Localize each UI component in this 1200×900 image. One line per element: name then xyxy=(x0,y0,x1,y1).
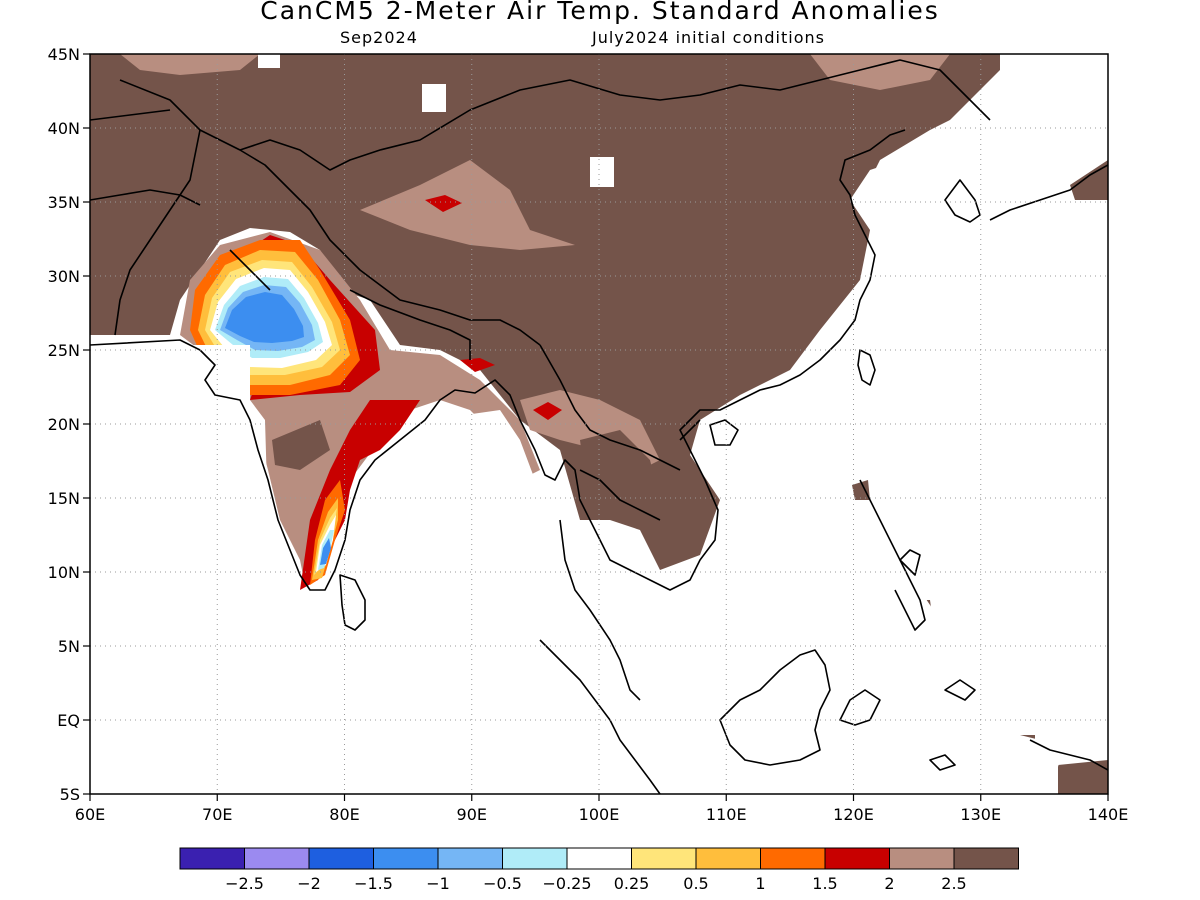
colorbar-label: −2 xyxy=(297,874,321,893)
colorbar-label: −0.5 xyxy=(483,874,522,893)
x-tick-label: 120E xyxy=(833,805,874,824)
y-tick-label: 5S xyxy=(60,785,80,804)
colorbar-label: 0.5 xyxy=(683,874,708,893)
colorbar-swatch xyxy=(437,847,503,870)
colorbar-label: 1.5 xyxy=(812,874,837,893)
colorbar-swatch xyxy=(179,847,245,870)
y-tick-label: 35N xyxy=(48,193,80,212)
colorbar-label: −0.25 xyxy=(542,874,591,893)
colorbar-swatch xyxy=(308,847,374,870)
colorbar-label: 2 xyxy=(884,874,894,893)
y-tick-label: 25N xyxy=(48,341,80,360)
colorbar-swatch xyxy=(760,847,826,870)
colorbar: −2.5 −2 −1.5 −1 −0.5 −0.25 0.25 0.5 1 1.5 2 2.5 xyxy=(179,847,1019,893)
colorbar-swatch xyxy=(502,847,568,870)
y-tick-label: 40N xyxy=(48,119,80,138)
colorbar-swatch xyxy=(631,847,697,870)
forecast-month: Sep2024 xyxy=(340,28,418,47)
colorbar-swatch xyxy=(824,847,890,870)
y-tick-label: EQ xyxy=(57,711,80,730)
x-tick-label: 60E xyxy=(75,805,105,824)
x-tick-labels: 60E 70E 80E 90E 100E 110E 120E 130E 140E xyxy=(75,805,1129,824)
colorbar-swatch xyxy=(953,847,1019,870)
y-tick-label: 20N xyxy=(48,415,80,434)
x-tick-label: 130E xyxy=(960,805,1001,824)
x-tick-label: 140E xyxy=(1088,805,1129,824)
x-tick-label: 70E xyxy=(202,805,232,824)
colorbar-label: 2.5 xyxy=(941,874,966,893)
x-tick-label: 110E xyxy=(706,805,747,824)
colorbar-swatch xyxy=(566,847,632,870)
grid xyxy=(90,54,1108,794)
colorbar-swatch xyxy=(373,847,439,870)
colorbar-label: −2.5 xyxy=(225,874,264,893)
colorbar-label: 0.25 xyxy=(614,874,650,893)
colorbar-swatch xyxy=(695,847,761,870)
colorbar-label: −1.5 xyxy=(354,874,393,893)
map-title: CanCM5 2-Meter Air Temp. Standard Anomal… xyxy=(260,0,940,25)
coastlines xyxy=(90,59,1108,794)
y-tick-label: 30N xyxy=(48,267,80,286)
colorbar-label: −1 xyxy=(426,874,450,893)
initial-conditions: July2024 initial conditions xyxy=(592,28,825,47)
y-tick-label: 5N xyxy=(58,637,80,656)
y-tick-label: 10N xyxy=(48,563,80,582)
y-tick-label: 15N xyxy=(48,489,80,508)
x-tick-label: 100E xyxy=(579,805,620,824)
colorbar-swatch xyxy=(244,847,310,870)
x-tick-label: 80E xyxy=(329,805,359,824)
colorbar-swatch xyxy=(889,847,955,870)
tick-marks xyxy=(83,53,1109,801)
y-tick-labels: 45N 40N 35N 30N 25N 20N 15N 10N 5N EQ 5S xyxy=(48,45,80,804)
y-tick-label: 45N xyxy=(48,45,80,64)
colorbar-label: 1 xyxy=(755,874,765,893)
x-tick-label: 90E xyxy=(457,805,487,824)
